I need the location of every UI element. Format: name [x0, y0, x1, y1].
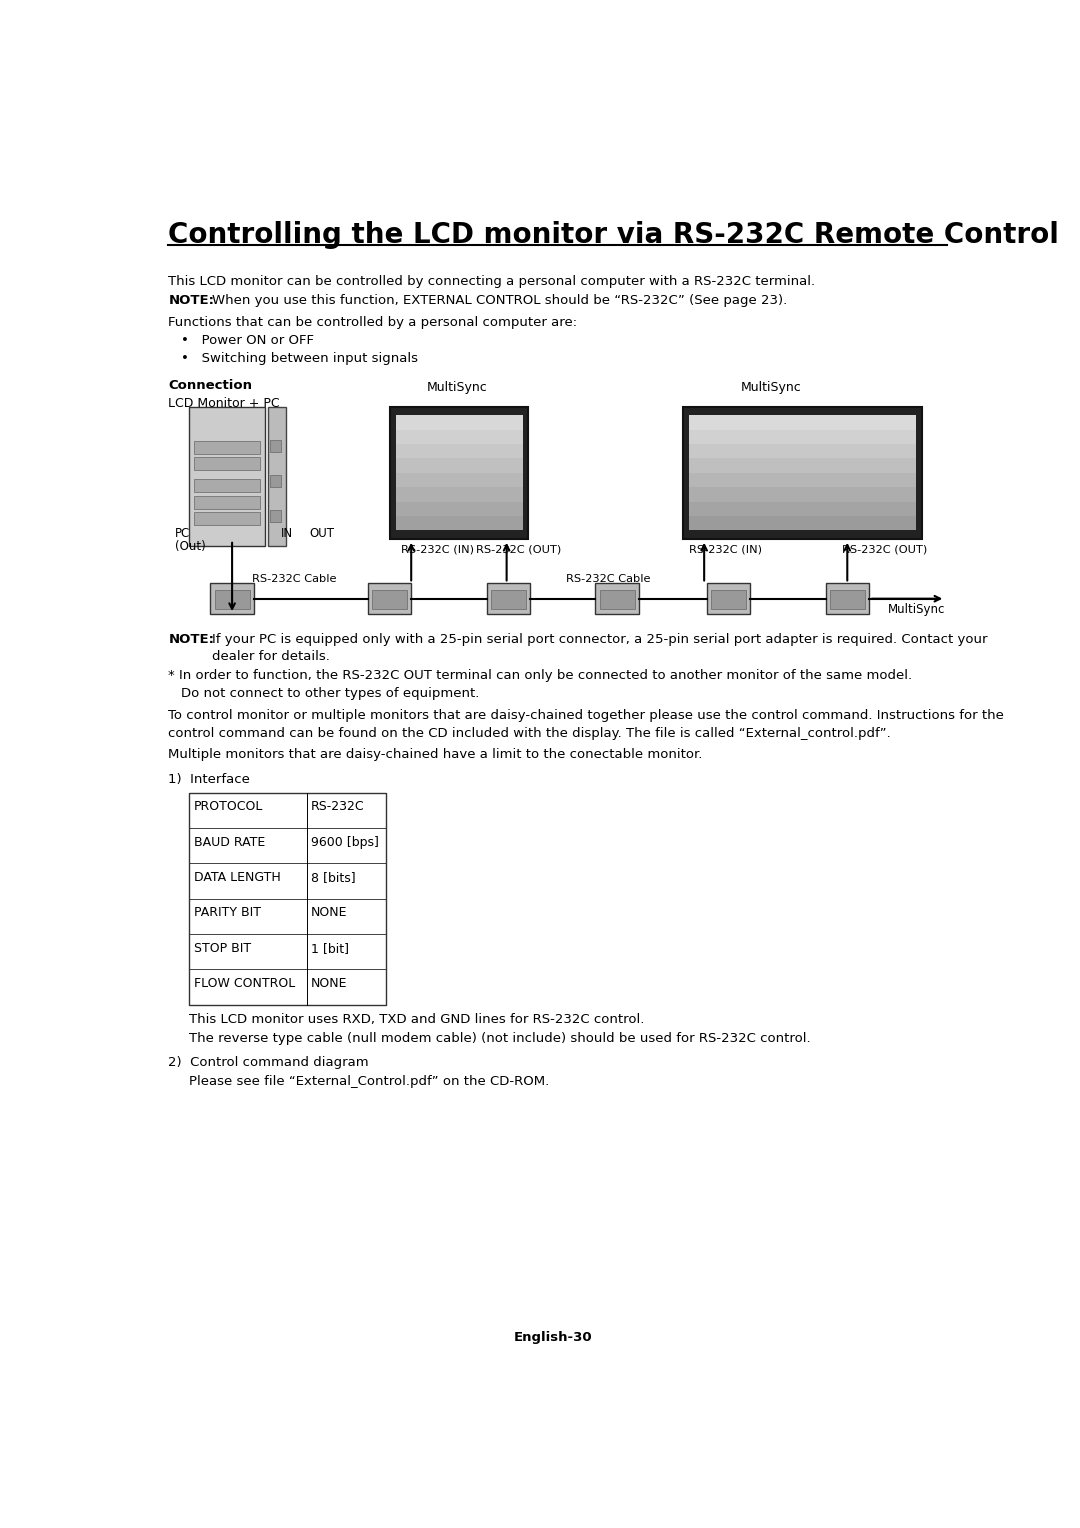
- Bar: [599, 590, 635, 610]
- Bar: [490, 590, 526, 610]
- Bar: [372, 590, 407, 610]
- Text: RS-232C (OUT): RS-232C (OUT): [476, 544, 562, 555]
- Bar: [396, 501, 523, 516]
- Bar: [189, 969, 387, 1004]
- Bar: [211, 584, 254, 614]
- Text: Functions that can be controlled by a personal computer are:: Functions that can be controlled by a pe…: [168, 316, 578, 330]
- Text: RS-232C (IN): RS-232C (IN): [689, 544, 762, 555]
- Text: OUT: OUT: [309, 527, 334, 539]
- Bar: [825, 584, 869, 614]
- Bar: [689, 458, 916, 472]
- Text: Connection: Connection: [168, 379, 253, 391]
- Text: RS-232C (OUT): RS-232C (OUT): [842, 544, 928, 555]
- Text: 9600 [bps]: 9600 [bps]: [311, 836, 379, 848]
- Bar: [396, 416, 523, 530]
- Bar: [194, 512, 259, 524]
- Text: •   Switching between input signals: • Switching between input signals: [181, 351, 418, 365]
- Bar: [689, 472, 916, 487]
- Text: PC: PC: [175, 527, 190, 539]
- Text: 1 [bit]: 1 [bit]: [311, 941, 349, 955]
- Bar: [215, 590, 249, 610]
- Bar: [689, 416, 916, 530]
- Text: STOP BIT: STOP BIT: [193, 941, 251, 955]
- Bar: [396, 445, 523, 458]
- Bar: [689, 487, 916, 501]
- Bar: [689, 416, 916, 429]
- Text: MultiSync: MultiSync: [741, 380, 801, 394]
- Bar: [189, 828, 387, 863]
- Bar: [396, 416, 523, 429]
- Bar: [270, 475, 282, 487]
- Text: RS-232C Cable: RS-232C Cable: [252, 575, 336, 584]
- Bar: [396, 487, 523, 501]
- Bar: [270, 510, 282, 523]
- Text: 2)  Control command diagram: 2) Control command diagram: [168, 1056, 369, 1070]
- Bar: [189, 793, 387, 1004]
- Text: * In order to function, the RS-232C OUT terminal can only be connected to anothe: * In order to function, the RS-232C OUT …: [168, 669, 913, 683]
- Bar: [396, 472, 523, 487]
- Text: DATA LENGTH: DATA LENGTH: [193, 871, 281, 885]
- Text: 8 [bits]: 8 [bits]: [311, 871, 355, 885]
- Bar: [270, 440, 282, 452]
- Bar: [367, 584, 411, 614]
- Text: When you use this function, EXTERNAL CONTROL should be “RS-232C” (See page 23).: When you use this function, EXTERNAL CON…: [212, 293, 787, 307]
- Text: MultiSync: MultiSync: [888, 604, 945, 616]
- Text: The reverse type cable (null modem cable) (not include) should be used for RS-23: The reverse type cable (null modem cable…: [189, 1031, 811, 1045]
- Text: NONE: NONE: [311, 906, 348, 920]
- Text: IN: IN: [281, 527, 293, 539]
- Text: Multiple monitors that are daisy-chained have a limit to the conectable monitor.: Multiple monitors that are daisy-chained…: [168, 749, 703, 761]
- Bar: [486, 584, 530, 614]
- Bar: [268, 406, 286, 545]
- Text: RS-232C (IN): RS-232C (IN): [401, 544, 474, 555]
- Text: LCD Monitor + PC: LCD Monitor + PC: [168, 397, 280, 411]
- Text: Do not connect to other types of equipment.: Do not connect to other types of equipme…: [181, 688, 480, 700]
- Bar: [189, 934, 387, 969]
- Bar: [595, 584, 639, 614]
- Text: 1)  Interface: 1) Interface: [168, 773, 251, 785]
- Text: PARITY BIT: PARITY BIT: [193, 906, 260, 920]
- Bar: [189, 406, 265, 545]
- Bar: [194, 457, 259, 471]
- Bar: [396, 516, 523, 530]
- Bar: [689, 445, 916, 458]
- Bar: [189, 793, 387, 828]
- Bar: [194, 478, 259, 492]
- Bar: [390, 406, 528, 539]
- Bar: [194, 497, 259, 509]
- Bar: [194, 442, 259, 454]
- Bar: [829, 590, 865, 610]
- Bar: [706, 584, 751, 614]
- Bar: [689, 516, 916, 530]
- Bar: [684, 406, 922, 539]
- Bar: [689, 429, 916, 445]
- Text: RS-232C Cable: RS-232C Cable: [566, 575, 650, 584]
- Text: To control monitor or multiple monitors that are daisy-chained together please u: To control monitor or multiple monitors …: [168, 709, 1004, 723]
- Bar: [689, 501, 916, 516]
- Bar: [396, 458, 523, 472]
- Text: BAUD RATE: BAUD RATE: [193, 836, 265, 848]
- Text: NOTE:: NOTE:: [168, 293, 215, 307]
- Text: English-30: English-30: [514, 1331, 593, 1343]
- Text: FLOW CONTROL: FLOW CONTROL: [193, 976, 295, 990]
- Text: MultiSync: MultiSync: [427, 380, 488, 394]
- Text: NONE: NONE: [311, 976, 348, 990]
- Text: Controlling the LCD monitor via RS-232C Remote Control: Controlling the LCD monitor via RS-232C …: [168, 222, 1059, 249]
- Text: control command can be found on the CD included with the display. The file is ca: control command can be found on the CD i…: [168, 727, 891, 740]
- Bar: [711, 590, 746, 610]
- Text: PROTOCOL: PROTOCOL: [193, 801, 262, 813]
- Text: RS-232C: RS-232C: [311, 801, 364, 813]
- Text: This LCD monitor uses RXD, TXD and GND lines for RS-232C control.: This LCD monitor uses RXD, TXD and GND l…: [189, 1013, 645, 1025]
- Bar: [396, 429, 523, 445]
- Text: NOTE:: NOTE:: [168, 633, 215, 646]
- Text: This LCD monitor can be controlled by connecting a personal computer with a RS-2: This LCD monitor can be controlled by co…: [168, 275, 815, 289]
- Text: (Out): (Out): [175, 539, 206, 553]
- Text: Please see file “External_Control.pdf” on the CD-ROM.: Please see file “External_Control.pdf” o…: [189, 1076, 550, 1088]
- Text: •   Power ON or OFF: • Power ON or OFF: [181, 335, 314, 347]
- Bar: [189, 898, 387, 934]
- Bar: [189, 863, 387, 898]
- Text: If your PC is equipped only with a 25-pin serial port connector, a 25-pin serial: If your PC is equipped only with a 25-pi…: [212, 633, 987, 646]
- Text: dealer for details.: dealer for details.: [212, 651, 329, 663]
